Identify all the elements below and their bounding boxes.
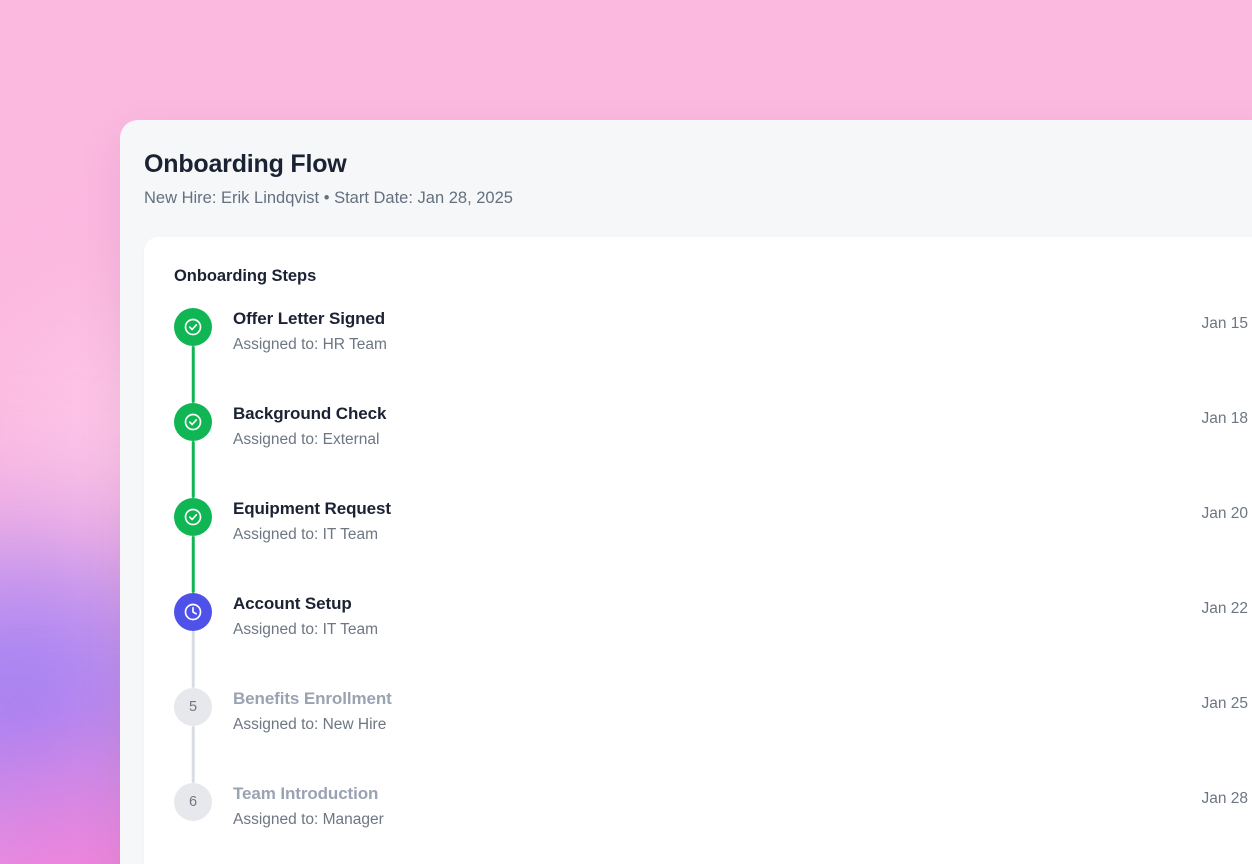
step-marker-column	[174, 402, 212, 498]
step-status-marker[interactable]	[174, 307, 212, 346]
step-assignee: Assigned to: New Hire	[233, 715, 387, 733]
step-name: Account Setup	[233, 593, 352, 613]
step-date: Jan 20	[1201, 504, 1248, 522]
step-status-marker[interactable]	[174, 592, 212, 631]
onboarding-card: Onboarding Flow New Hire: Erik Lindqvist…	[120, 120, 1252, 864]
step-connector-line	[191, 535, 195, 593]
onboarding-steps-list: Offer Letter Signed Assigned to: HR Team J…	[174, 307, 1248, 830]
step-status-marker[interactable]	[174, 402, 212, 441]
step-row[interactable]: 6 Team Introduction Assigned to: Manager Ja…	[174, 782, 1248, 830]
clock-icon	[183, 602, 203, 622]
step-body: Background Check Assigned to: External	[212, 403, 1181, 450]
step-connector-line	[191, 440, 195, 498]
step-marker-column	[174, 592, 212, 688]
step-date: Jan 22	[1201, 599, 1248, 617]
step-name: Equipment Request	[233, 498, 391, 518]
check-circle-icon	[183, 507, 203, 527]
step-status-marker[interactable]	[174, 497, 212, 536]
step-marker-column: 6	[174, 782, 212, 821]
step-assignee: Assigned to: IT Team	[233, 620, 379, 638]
step-number: 6	[188, 793, 198, 810]
page-subtitle: New Hire: Erik Lindqvist • Start Date: J…	[144, 188, 513, 207]
step-date: Jan 15	[1201, 314, 1248, 332]
check-circle-icon	[183, 412, 203, 432]
step-body: Equipment Request Assigned to: IT Team	[212, 498, 1181, 545]
onboarding-steps-panel: Onboarding Steps Offer Letter Signed Assi…	[144, 236, 1252, 864]
step-connector-line	[191, 630, 195, 688]
step-row[interactable]: Offer Letter Signed Assigned to: HR Team J…	[174, 307, 1248, 403]
step-name: Team Introduction	[233, 783, 379, 803]
step-date: Jan 25	[1201, 694, 1248, 712]
step-row[interactable]: 5 Benefits Enrollment Assigned to: New Hir…	[174, 687, 1248, 783]
step-body: Benefits Enrollment Assigned to: New Hire	[212, 688, 1181, 735]
step-status-marker[interactable]: 5	[174, 687, 212, 726]
step-date: Jan 28	[1201, 789, 1248, 807]
step-number: 5	[188, 698, 198, 715]
step-assignee: Assigned to: Manager	[233, 810, 384, 828]
page-title: Onboarding Flow	[144, 150, 347, 178]
step-marker-column	[174, 307, 212, 403]
step-status-marker[interactable]: 6	[174, 782, 212, 821]
step-body: Team Introduction Assigned to: Manager	[212, 783, 1181, 830]
step-assignee: Assigned to: External	[233, 430, 380, 448]
step-row[interactable]: Background Check Assigned to: External Jan…	[174, 402, 1248, 498]
step-marker-column: 5	[174, 687, 212, 783]
step-row[interactable]: Account Setup Assigned to: IT Team Jan 22	[174, 592, 1248, 688]
step-marker-column	[174, 497, 212, 593]
step-assignee: Assigned to: IT Team	[233, 525, 379, 543]
step-name: Benefits Enrollment	[233, 688, 392, 708]
check-circle-icon	[183, 317, 203, 337]
step-connector-line	[191, 725, 195, 783]
step-name: Offer Letter Signed	[233, 308, 386, 328]
step-date: Jan 18	[1201, 409, 1248, 427]
step-name: Background Check	[233, 403, 387, 423]
step-connector-line	[191, 345, 195, 403]
step-body: Offer Letter Signed Assigned to: HR Team	[212, 308, 1181, 355]
step-body: Account Setup Assigned to: IT Team	[212, 593, 1181, 640]
step-assignee: Assigned to: HR Team	[233, 335, 387, 353]
section-title: Onboarding Steps	[174, 266, 317, 285]
step-row[interactable]: Equipment Request Assigned to: IT Team Jan…	[174, 497, 1248, 593]
